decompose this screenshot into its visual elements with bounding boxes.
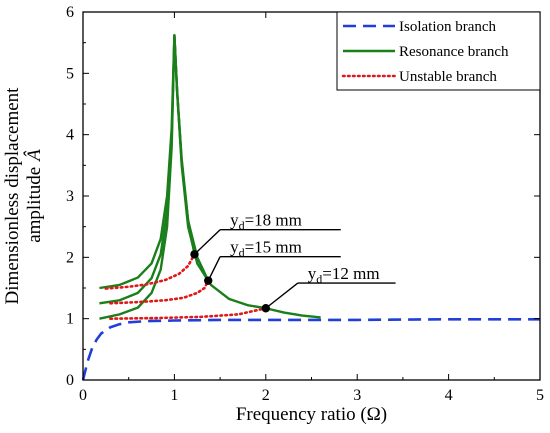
x-tick-label: 5	[536, 387, 544, 404]
annotation-leader-2	[265, 282, 299, 309]
annotation-value: =12 mm	[322, 264, 379, 283]
annotation-value: =15 mm	[245, 238, 302, 257]
annotation-leader-0	[194, 229, 221, 255]
x-tick-label: 3	[353, 387, 361, 404]
x-tick-label: 1	[170, 387, 178, 404]
series-line-6	[109, 306, 268, 320]
y-tick-label: 3	[66, 188, 74, 205]
y-axis-label-amplitude: amplitude	[24, 167, 45, 243]
x-tick-label: 2	[262, 387, 270, 404]
y-axis-label: Dimensionless displacement amplitude Â	[2, 87, 45, 305]
marker-point-2	[261, 304, 270, 313]
x-axis-label: Frequency ratio (Ω)	[236, 404, 387, 425]
y-tick-label: 6	[66, 4, 74, 21]
marker-point-1	[204, 276, 213, 285]
legend-label-0: Isolation branch	[399, 19, 497, 35]
annotation-var: y	[308, 264, 317, 283]
y-axis-label-line2: amplitude Â	[23, 149, 45, 243]
annotation-subscript: d	[239, 219, 245, 233]
annotation-label-2: yd=12 mm	[308, 264, 380, 286]
x-tick-label: 0	[79, 387, 87, 404]
annotation-var: y	[230, 238, 239, 257]
series-line-3	[99, 34, 196, 290]
y-tick-label: 4	[66, 127, 74, 144]
x-tick-label: 4	[445, 387, 453, 404]
y-axis-label-symbol: Â	[23, 149, 45, 163]
marker-point-0	[190, 250, 199, 259]
annotation-var: y	[230, 211, 239, 230]
y-tick-label: 0	[66, 372, 74, 389]
annotation-label-1: yd=15 mm	[230, 238, 302, 260]
y-tick-label: 2	[66, 249, 74, 266]
annotation-label-0: yd=18 mm	[230, 211, 302, 233]
y-axis-label-line1: Dimensionless displacement	[2, 87, 23, 305]
y-tick-label: 1	[66, 311, 74, 328]
series-line-4	[104, 252, 196, 290]
annotation-value: =18 mm	[245, 211, 302, 230]
series-line-5	[109, 279, 210, 305]
legend-label-2: Unstable branch	[399, 69, 497, 85]
annotation-subscript: d	[239, 246, 245, 260]
series-line-0	[81, 317, 540, 381]
annotation-leader-1	[207, 256, 221, 281]
y-tick-label: 5	[66, 65, 74, 82]
annotation-subscript: d	[316, 272, 322, 286]
legend: Isolation branch Resonance branch Unstable…	[336, 11, 541, 91]
axes-layer: 0 1 2 3 4 5 0 1 2 3 4 5 6	[66, 4, 544, 404]
legend-label-1: Resonance branch	[399, 44, 509, 60]
